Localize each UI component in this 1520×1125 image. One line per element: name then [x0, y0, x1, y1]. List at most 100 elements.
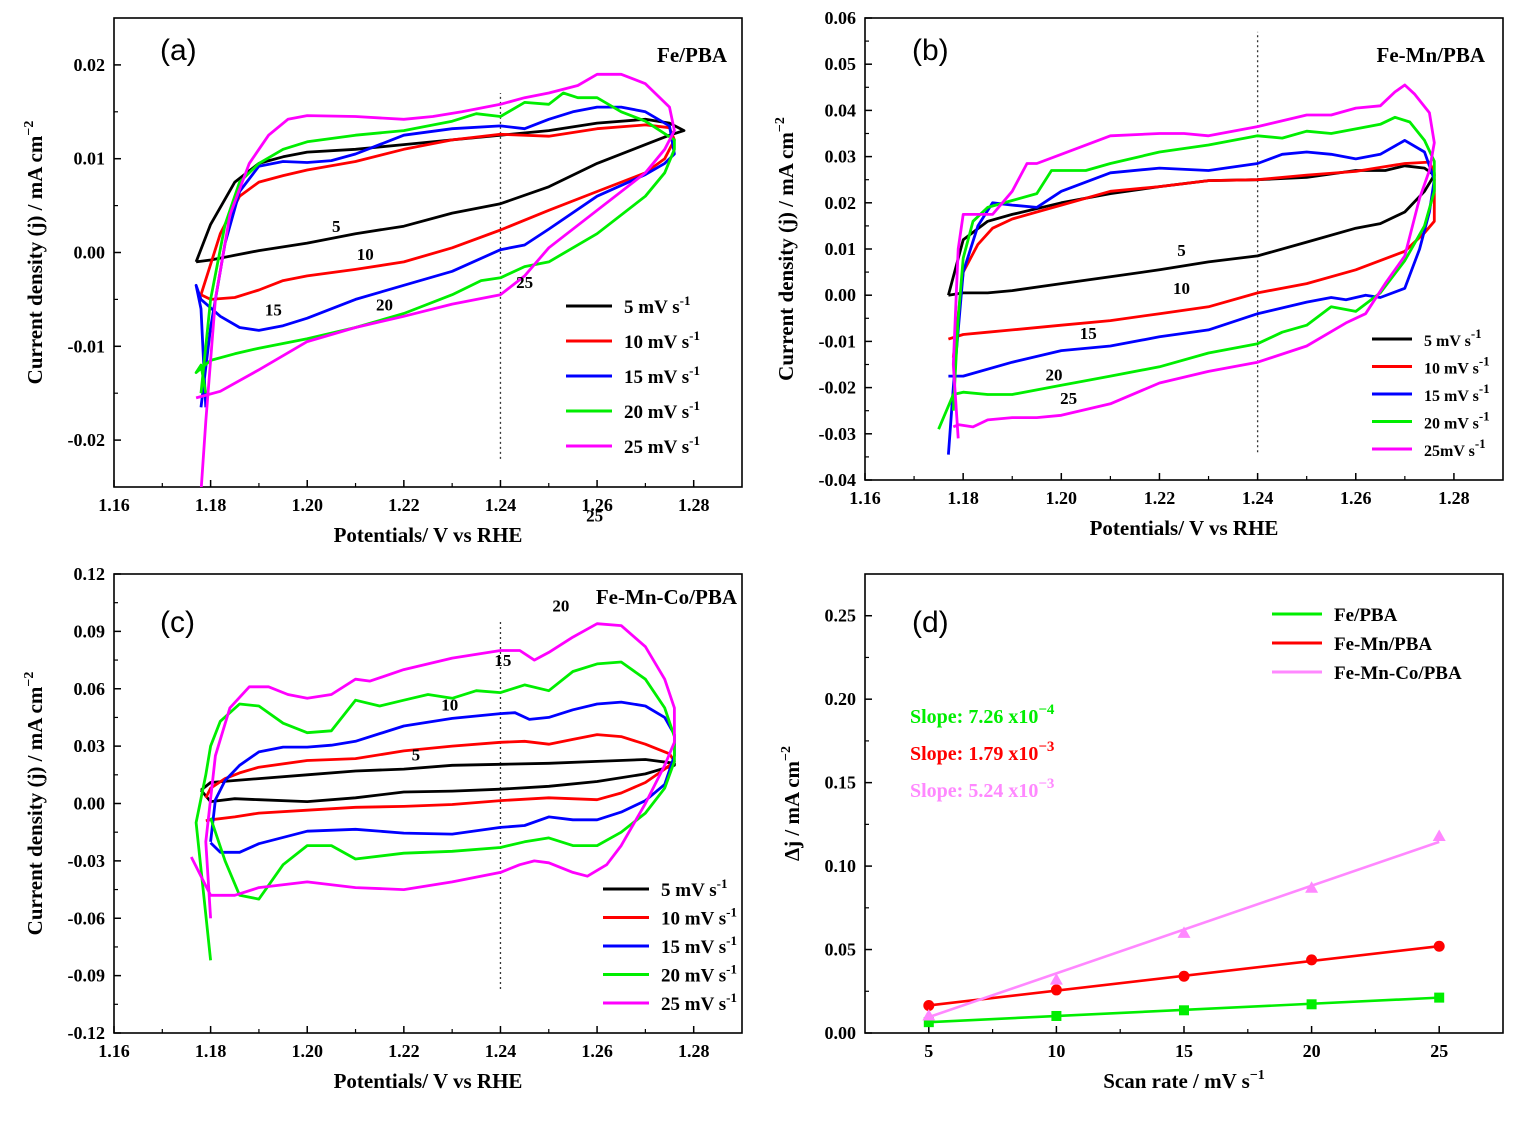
x-tick-label: 25 [1430, 1041, 1448, 1061]
y-tick-label: 0.01 [825, 239, 857, 259]
curve-label: 10 [1173, 279, 1190, 298]
slope-exponent: −3 [1038, 739, 1054, 755]
curve-label: 15 [265, 300, 282, 319]
x-tick-label: 1.16 [98, 495, 130, 515]
legend-entry-text: 25mV s [1424, 443, 1475, 460]
legend-d: Fe/PBA Fe-Mn/PBA Fe-Mn-Co/PBA [1272, 605, 1462, 684]
legend-entry-text: 15 mV s [661, 937, 726, 958]
legend-entry-text: 5 mV s [624, 297, 680, 318]
legend-entry-text: 5 mV s [1424, 333, 1471, 350]
x-tick-label: 20 [1303, 1041, 1321, 1061]
legend-entry-sup: -1 [1475, 436, 1486, 451]
data-point [923, 999, 935, 1011]
legend-entry: 10 mV s-1 [1424, 354, 1490, 378]
curve-label: 25 [1060, 389, 1077, 408]
y-tick-label: 0.15 [825, 773, 857, 793]
x-axis-label-text: Scan rate / mV s [1103, 1069, 1250, 1093]
series-line-4 [194, 660, 676, 961]
slope-exponent: −4 [1038, 702, 1055, 718]
legend-entry: Fe/PBA [1334, 605, 1398, 626]
x-tick-label: 1.26 [1340, 488, 1372, 508]
legend-entry-text: 15 mV s [1424, 388, 1479, 405]
y-tick-label: -0.01 [68, 336, 106, 356]
y-tick-label: 0.03 [74, 736, 106, 756]
legend-entry: 15 mV s-1 [661, 933, 737, 958]
plot-area-c [190, 622, 676, 961]
data-point [1049, 973, 1063, 985]
legend-entry-text: 10 mV s [661, 909, 726, 930]
x-axis-label: Potentials/ V vs RHE [1090, 516, 1279, 540]
series-line-2 [199, 123, 676, 301]
y-tick-label: 0.03 [825, 147, 857, 167]
y-tick-label: -0.03 [68, 851, 106, 871]
y-tick-label: 0.20 [825, 689, 857, 709]
y-axis-label-sup: −2 [773, 117, 788, 132]
y-tick-label: 0.10 [825, 856, 857, 876]
legend-c: 5 mV s-110 mV s-115 mV s-120 mV s-125 mV… [603, 876, 737, 1015]
series-line-5 [190, 622, 676, 919]
panel-c: 1.16 1.18 1.20 1.22 1.24 1.26 1.28 -0.12 -0.09 -0… [22, 506, 743, 1093]
legend-entry-text: 10 mV s [624, 332, 689, 353]
series-line-3 [209, 700, 676, 854]
panel-b: 1.16 1.18 1.20 1.22 1.24 1.26 1.28 -0.04 -0.03 -0… [773, 8, 1504, 540]
slope-annotation: Slope: 5.24 x10−3 [910, 776, 1054, 802]
panel-title: Fe-Mn-Co/PBA [596, 585, 738, 609]
x-tick-label: 1.24 [1242, 488, 1274, 508]
legend-entry-sup: -1 [689, 363, 700, 378]
data-point [1306, 954, 1318, 966]
curve-label: 25 [516, 273, 533, 292]
y-tick-label: 0.25 [825, 606, 857, 626]
slope-text: Slope: 7.26 x10 [910, 706, 1038, 728]
curve-label: 25 [586, 506, 603, 525]
legend-entry-sup: -1 [717, 876, 728, 891]
panel-label: (b) [912, 34, 949, 67]
y-tick-label: 0.04 [825, 100, 857, 120]
series-line-4 [194, 91, 676, 394]
y-tick-label: 0.00 [825, 1023, 857, 1043]
y-tick-label: -0.03 [819, 424, 857, 444]
legend-entry-sup: -1 [726, 990, 737, 1005]
legend-entry-text: 25 mV s [661, 994, 726, 1015]
series-line-2 [947, 160, 1436, 358]
x-tick-label: 1.16 [849, 488, 881, 508]
data-point [1305, 881, 1319, 893]
legend-entry: 5 mV s-1 [661, 876, 727, 901]
x-tick-label: 10 [1047, 1041, 1065, 1061]
series-line-1 [947, 164, 1436, 297]
legend-entry-text: 15 mV s [624, 367, 689, 388]
plot-frame-c [113, 573, 743, 1034]
y-tick-label: 0.00 [825, 285, 857, 305]
series-line-2 [204, 733, 676, 823]
curve-label: 15 [494, 651, 511, 670]
x-tick-label: 1.18 [195, 495, 227, 515]
legend-entry-text: 20 mV s [661, 966, 726, 987]
curve-label: 20 [376, 296, 393, 315]
x-tick-label: 1.24 [485, 1041, 517, 1061]
legend-entry-sup: -1 [689, 328, 700, 343]
panel-d: 5 10 15 20 25 0.00 0.05 0.10 0.15 0.20 0.25 Scan ra… [779, 573, 1504, 1093]
y-tick-label: 0.02 [74, 55, 106, 75]
panel-label: (a) [160, 34, 197, 67]
legend-entry: Fe-Mn/PBA [1334, 634, 1432, 655]
data-point [1433, 940, 1445, 952]
legend-entry: 20 mV s-1 [661, 962, 737, 987]
x-axis-label: Scan rate / mV s−1 [1103, 1068, 1265, 1093]
legend-entry-text: Fe-Mn-Co/PBA [1334, 663, 1462, 684]
data-point [1051, 1010, 1062, 1021]
data-point [1050, 984, 1062, 996]
x-tick-label: 15 [1175, 1041, 1193, 1061]
data-point [1432, 829, 1446, 842]
plot-area-a [194, 72, 686, 487]
x-tick-label: 1.22 [388, 495, 420, 515]
series-line-4 [937, 115, 1436, 430]
y-axis-label-text: Δj / mA cm [780, 760, 804, 861]
panel-title: Fe/PBA [657, 43, 728, 67]
x-axis-label-text: Potentials/ V vs RHE [334, 523, 523, 547]
y-tick-label: -0.09 [68, 966, 106, 986]
y-axis-label-text: Current density (j) / mA cm [774, 132, 798, 381]
y-axis-label-sup: −2 [779, 746, 794, 761]
x-axis-label-text: Potentials/ V vs RHE [334, 1069, 523, 1093]
y-tick-label: 0.12 [74, 564, 106, 584]
slope-exponent: −3 [1038, 776, 1054, 792]
